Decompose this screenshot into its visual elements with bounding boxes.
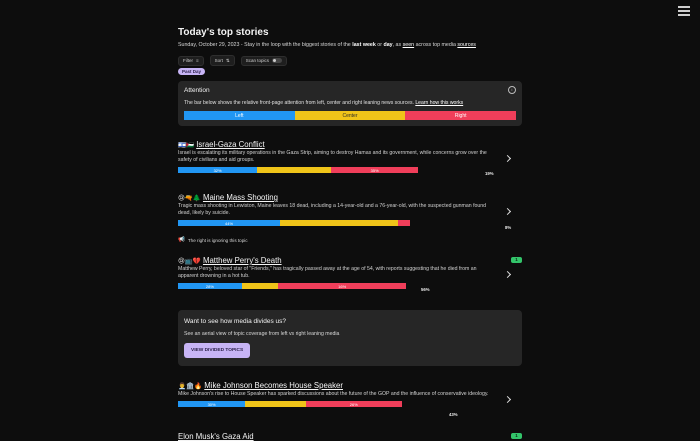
story-title[interactable]: Mike Johnson Becomes House Speaker	[204, 381, 343, 390]
coverage-left: 28%	[178, 283, 242, 289]
story-emoji: 😢🔫🌲	[178, 194, 201, 202]
story-emoji: 🇮🇱🇵🇸	[178, 141, 195, 149]
attention-title: Attention	[184, 87, 210, 94]
info-icon[interactable]: i	[508, 86, 516, 94]
filter-icon: ≡	[196, 58, 199, 63]
coverage-right: 16%	[278, 283, 406, 289]
side-percent: 8%	[505, 225, 512, 230]
past-day-pill[interactable]: Past Day	[178, 68, 206, 75]
lcr-legend-bar: Left Center Right	[184, 111, 517, 120]
count-badge: 1	[511, 433, 522, 439]
count-badge: 1	[511, 257, 522, 263]
coverage-center	[280, 220, 399, 226]
coverage-left: 32%	[178, 167, 258, 173]
story-title[interactable]: Maine Mass Shooting	[202, 193, 278, 202]
legend-right: Right	[405, 111, 517, 120]
ignore-notice: 📢 The right is ignoring this topic	[178, 237, 248, 243]
story-desc: Mike Johnson's rise to House Speaker has…	[178, 391, 489, 397]
sort-icon: ⇅	[225, 57, 230, 63]
story-emoji: 👨‍💼🏛️🔥	[178, 382, 203, 390]
story-title[interactable]: Elon Musk's Gaza Aid	[178, 432, 254, 441]
coverage-left: 44%	[178, 220, 281, 226]
story-card[interactable]: 😢🔫🌲 Maine Mass Shooting Tragic mass shoot…	[178, 193, 522, 243]
side-percent: 43%	[449, 412, 458, 417]
seen-link[interactable]: seen	[402, 42, 415, 48]
megaphone-icon: 📢	[178, 237, 185, 243]
view-divided-topics-button[interactable]: VIEW DIVIDED TOPICS	[184, 343, 251, 358]
sort-button[interactable]: Sort ⇅	[209, 55, 235, 66]
coverage-bar: 44%	[178, 220, 410, 226]
chevron-right-icon[interactable]	[503, 207, 512, 216]
coverage-center	[241, 283, 279, 289]
divides-panel: Want to see how media divides us? See an…	[178, 310, 522, 366]
chevron-right-icon[interactable]	[503, 270, 512, 279]
sources-link[interactable]: sources	[457, 42, 476, 48]
filter-button[interactable]: Filter ≡	[178, 55, 204, 66]
last-week-link[interactable]: last week	[352, 42, 376, 48]
coverage-left: 30%	[178, 401, 246, 407]
controls-bar: Filter ≡ Sort ⇅ Scan topics	[178, 55, 287, 66]
divides-heading: Want to see how media divides us?	[184, 318, 287, 325]
coverage-center	[245, 401, 306, 407]
divides-sub: See an aerial view of topic coverage fro…	[184, 331, 340, 337]
menu-icon[interactable]	[678, 6, 690, 16]
story-desc: Matthew Perry, beloved star of "Friends,…	[178, 266, 477, 279]
story-title[interactable]: Matthew Perry's Death	[202, 256, 282, 265]
story-card[interactable]: 1 😢📺💔 Matthew Perry's Death Matthew Perry…	[178, 256, 522, 292]
legend-center: Center	[294, 111, 406, 120]
legend-left: Left	[184, 111, 295, 120]
coverage-right: 26%	[305, 401, 402, 407]
story-card[interactable]: 👨‍💼🏛️🔥 Mike Johnson Becomes House Speaker…	[178, 381, 522, 417]
page-title: Today's top stories	[178, 27, 269, 38]
learn-how-link[interactable]: Learn how this works	[415, 100, 464, 106]
day-link[interactable]: day	[383, 42, 393, 48]
side-percent: 19%	[485, 171, 494, 176]
chevron-right-icon[interactable]	[503, 154, 512, 163]
coverage-bar: 32% 35%	[178, 167, 418, 173]
side-percent: 56%	[421, 287, 430, 292]
chevron-right-icon[interactable]	[503, 395, 512, 404]
coverage-center	[257, 167, 332, 173]
attention-desc: The bar below shows the relative front-p…	[184, 100, 464, 106]
scan-topics-toggle[interactable]: Scan topics	[240, 55, 287, 66]
story-desc: Tragic mass shooting in Lewiston, Maine …	[178, 203, 487, 216]
story-title[interactable]: Israel-Gaza Conflict	[196, 140, 265, 149]
story-card[interactable]: 🇮🇱🇵🇸 Israel-Gaza Conflict Israel is escal…	[178, 140, 522, 176]
coverage-right	[398, 220, 410, 226]
story-desc: Israel is escalating its military operat…	[178, 150, 487, 163]
story-emoji: 😢📺💔	[178, 257, 201, 265]
story-card[interactable]: 1 Elon Musk's Gaza Aid	[178, 432, 522, 441]
page-subtitle: Sunday, October 29, 2023 - Stay in the l…	[178, 42, 476, 48]
toggle-switch[interactable]	[271, 58, 282, 63]
coverage-right: 35%	[331, 167, 418, 173]
coverage-bar: 28% 16%	[178, 283, 406, 289]
coverage-bar: 30% 26%	[178, 401, 402, 407]
attention-panel: Attention i The bar below shows the rela…	[178, 81, 522, 126]
